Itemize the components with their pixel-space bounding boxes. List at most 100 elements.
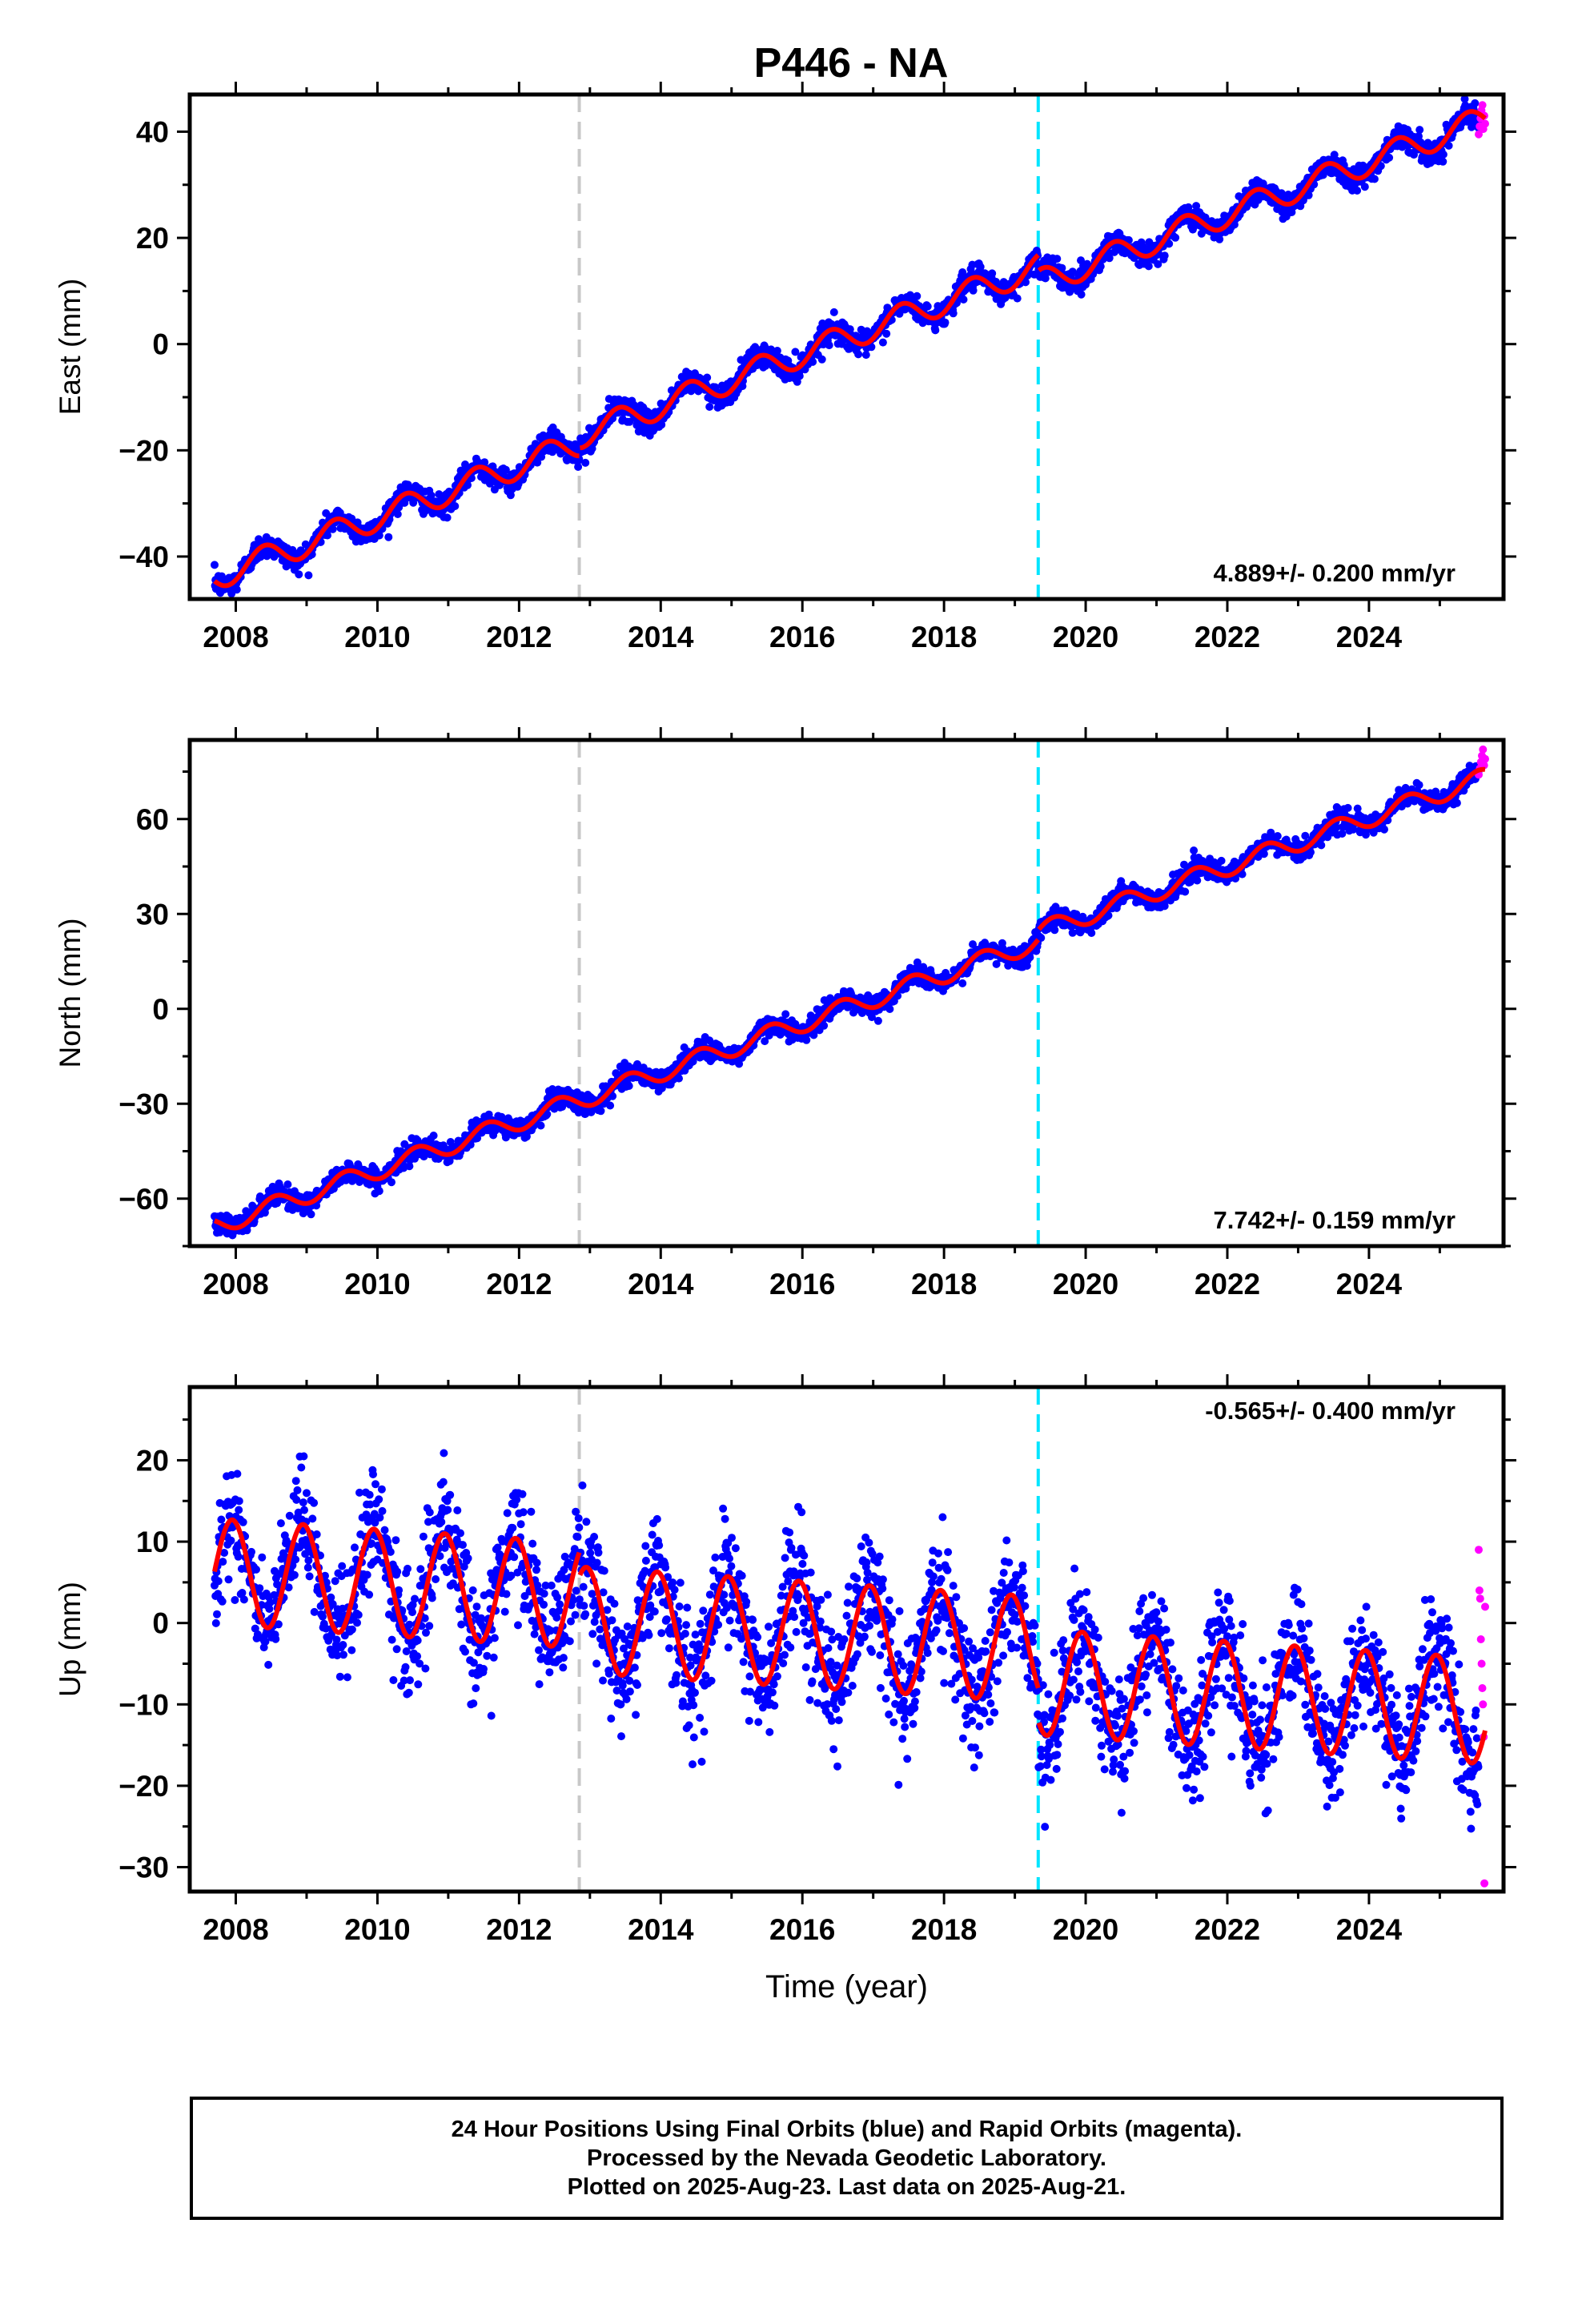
east-y-axis-label: East (mm) xyxy=(54,279,86,416)
east-obs-point xyxy=(959,296,968,304)
north-obs-point xyxy=(387,1178,396,1187)
north-obs-point xyxy=(885,1005,894,1013)
north-obs-point xyxy=(781,1010,790,1019)
east-obs-point xyxy=(895,309,904,318)
east-obs-point xyxy=(322,509,331,517)
east-x-tick-label: 2020 xyxy=(1053,621,1118,653)
east-obs-point xyxy=(817,355,826,364)
east-obs-point xyxy=(263,552,271,561)
north-obs-point xyxy=(873,1016,882,1025)
east-obs-point xyxy=(323,531,331,540)
east-obs-point xyxy=(992,277,1000,286)
north-obs-point xyxy=(1190,846,1199,854)
east-obs-point xyxy=(464,480,472,489)
east-obs-point xyxy=(931,326,940,335)
east-obs-point xyxy=(923,302,932,311)
east-obs-point xyxy=(1068,267,1077,276)
east-x-tick-label: 2024 xyxy=(1336,621,1403,653)
east-obs-point xyxy=(867,343,876,352)
north-plot-area xyxy=(211,740,1489,1246)
east-obs-point xyxy=(1105,254,1114,263)
east-obs-point xyxy=(232,585,241,594)
east-obs-point xyxy=(854,350,863,359)
east-obs-point xyxy=(1370,175,1379,183)
east-obs-point xyxy=(705,403,714,411)
east-obs-point xyxy=(1215,235,1224,243)
east-obs-point xyxy=(1353,187,1362,195)
east-obs-point xyxy=(506,491,515,500)
east-obs-point xyxy=(581,458,590,467)
east-x-tick-label: 2010 xyxy=(344,621,410,653)
east-obs-point xyxy=(861,351,870,360)
north-obs-point xyxy=(1317,841,1326,850)
east-obs-point xyxy=(1096,262,1105,271)
north-obs-point xyxy=(624,1082,633,1090)
east-obs-point xyxy=(1013,294,1022,303)
north-obs-point xyxy=(1087,929,1096,937)
north-obs-point xyxy=(802,1035,811,1044)
east-obs-point xyxy=(941,318,950,327)
north-obs-point xyxy=(1217,856,1226,865)
east-obs-point xyxy=(451,502,460,510)
north-obs-point xyxy=(596,1107,605,1116)
east-y-tick-label: 20 xyxy=(136,222,169,255)
east-obs-point xyxy=(1439,157,1447,166)
north-obs-point xyxy=(1181,887,1190,896)
east-obs-point xyxy=(211,561,219,569)
east-obs-point xyxy=(1144,262,1153,271)
east-rapid-point xyxy=(1481,119,1489,128)
east-obs-point xyxy=(1041,274,1050,283)
north-obs-point xyxy=(958,979,967,987)
east-obs-point xyxy=(809,357,817,366)
east-obs-point xyxy=(1415,126,1424,135)
panel-east: 2008 2010 2012 2014 2016 2018 2020 2022 2024−40−… xyxy=(54,82,1516,653)
north-obs-point xyxy=(307,1210,315,1219)
east-x-tick-label: 2008 xyxy=(203,621,268,653)
east-obs-point xyxy=(1160,251,1169,260)
east-rapid-point xyxy=(1478,101,1487,110)
east-obs-point xyxy=(913,292,921,300)
east-y-tick-label: −40 xyxy=(118,541,169,573)
panel-north: 2008 2010 2012 2014 2016 2018 2020 2022 2024−60−… xyxy=(54,727,1516,1301)
north-obs-point xyxy=(1273,832,1282,840)
east-obs-point xyxy=(791,348,800,356)
east-obs-point xyxy=(1154,259,1162,268)
east-y-tick-label: 40 xyxy=(136,115,169,148)
east-obs-point xyxy=(375,531,383,540)
east-obs-point xyxy=(1360,183,1369,191)
north-obs-point xyxy=(1193,876,1202,885)
east-obs-point xyxy=(829,308,838,316)
east-obs-point xyxy=(384,533,393,541)
north-obs-point xyxy=(283,1180,292,1188)
east-y-tick-label: −20 xyxy=(118,434,169,467)
east-plot-area xyxy=(211,94,1489,599)
east-obs-point xyxy=(795,372,804,380)
north-obs-point xyxy=(1050,926,1059,935)
north-obs-point xyxy=(675,1074,683,1083)
east-obs-point xyxy=(825,341,833,350)
east-obs-point xyxy=(1439,150,1447,159)
east-x-tick-label: 2014 xyxy=(628,621,694,653)
east-y-tick-label: 0 xyxy=(152,328,169,361)
east-obs-point xyxy=(949,309,958,318)
east-obs-point xyxy=(480,458,489,467)
east-obs-point xyxy=(393,510,402,518)
east-obs-point xyxy=(988,269,997,278)
north-obs-point xyxy=(1301,831,1310,840)
east-obs-point xyxy=(1304,191,1313,199)
east-obs-point xyxy=(1385,153,1394,162)
north-obs-point xyxy=(820,1021,829,1030)
east-obs-point xyxy=(703,373,712,382)
east-obs-point xyxy=(1171,233,1180,242)
east-obs-point xyxy=(751,343,760,352)
north-obs-point xyxy=(375,1187,383,1196)
panels: 2008 2010 2012 2014 2016 2018 2020 2022 2024−40−… xyxy=(54,82,1516,2004)
north-obs-point xyxy=(1259,850,1268,858)
east-obs-point xyxy=(976,263,985,271)
east-obs-point xyxy=(878,338,887,347)
east-obs-point xyxy=(1184,203,1193,211)
east-obs-point xyxy=(304,571,313,580)
east-obs-point xyxy=(1165,239,1174,248)
east-obs-point xyxy=(574,463,583,471)
